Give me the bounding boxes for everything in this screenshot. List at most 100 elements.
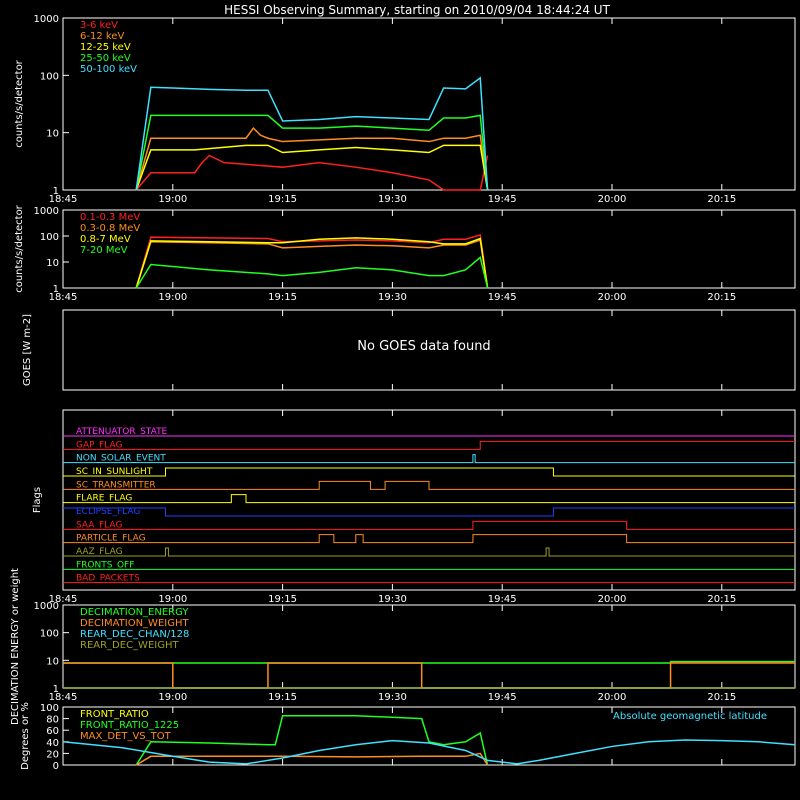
flag-label: SC_IN_SUNLIGHT <box>76 467 153 477</box>
x-tick-label: 19:00 <box>158 194 187 205</box>
y-tick-label: 40 <box>46 738 59 749</box>
panel-flags: Flags 18:45 19:00 19:15 19:30 19:45 20:00 20:15… <box>32 409 796 605</box>
y-tick-label: 1000 <box>34 601 59 612</box>
flag-line <box>63 480 795 490</box>
series-line <box>135 239 489 289</box>
series-line <box>135 114 489 191</box>
series-line <box>135 752 489 766</box>
flag-label: SAA_FLAG <box>76 520 122 530</box>
x-tick-label: 19:00 <box>158 292 187 303</box>
flag-line <box>63 440 795 450</box>
legend-entry: 6-12 keV <box>80 31 124 42</box>
x-tick-label: 18:45 <box>49 692 78 703</box>
series-line <box>135 126 489 191</box>
flag-line <box>63 494 795 504</box>
panel-goes: GOES [W m-2] <box>22 309 796 391</box>
flag-line <box>63 547 795 557</box>
series-line <box>135 154 489 191</box>
y-axis-label: DECIMATION ENERGY or weight <box>10 568 21 725</box>
flag-label: GAP_FLAG <box>76 440 122 450</box>
legend-entry: REAR_DEC_WEIGHT <box>80 640 179 651</box>
y-tick-label: 100 <box>40 232 59 243</box>
x-tick-label: 20:00 <box>598 594 627 605</box>
y-tick-label: 10 <box>46 656 59 667</box>
x-tick-label: 19:45 <box>488 594 517 605</box>
x-tick-label: 18:45 <box>49 194 78 205</box>
y-tick-label: 10 <box>46 258 59 269</box>
series-line <box>135 256 489 289</box>
x-tick-label: 19:15 <box>268 594 297 605</box>
y-tick-label: 10 <box>46 129 59 140</box>
goes-no-data-message: No GOES data found <box>357 339 490 354</box>
x-tick-label: 20:15 <box>707 594 736 605</box>
y-tick-label: 80 <box>46 715 59 726</box>
x-tick-label: 19:30 <box>378 194 407 205</box>
panel-count-rates: counts/s/detector 1 10 100 1000 18:45 19:00 19:… <box>14 14 796 205</box>
flag-label: FLARE_FLAG <box>76 494 132 504</box>
x-tick-label: 20:15 <box>707 692 736 703</box>
flag-label: ECLIPSE_FLAG <box>76 507 140 517</box>
legend-entry: 25-50 keV <box>80 53 131 64</box>
legend-entry: 50-100 keV <box>80 64 137 75</box>
y-tick-label: 1000 <box>34 206 59 217</box>
y-tick-label: 1 <box>53 186 59 197</box>
y-tick-label: 100 <box>40 71 59 82</box>
flag-label: NON_SOLAR_EVENT <box>76 454 166 464</box>
flag-label: SC_TRANSMITTER <box>76 480 156 490</box>
legend-entry: DECIMATION_WEIGHT <box>80 618 189 629</box>
legend-entry: 0.3-0.8 MeV <box>80 223 140 234</box>
series-line <box>135 237 489 289</box>
panel-frame <box>62 309 796 391</box>
series-line <box>135 714 489 766</box>
panel-decimation: DECIMATION ENERGY or weight 110100100018:… <box>10 568 796 725</box>
flag-line <box>63 454 795 464</box>
panel-high-energy-rates: counts/s/detector 1 10 100 1000 18:45 19:00 19:… <box>14 204 796 303</box>
legend-entry: FRONT_RATIO <box>80 709 149 720</box>
x-tick-label: 19:45 <box>488 194 517 205</box>
flag-line <box>63 507 795 517</box>
legend-entry: 0.8-7 MeV <box>80 234 131 245</box>
y-tick-label: 1 <box>53 684 59 695</box>
x-tick-label: 19:30 <box>378 692 407 703</box>
legend-entry: 7-20 MeV <box>80 245 128 256</box>
panel-frame <box>62 17 796 191</box>
x-tick-label: 19:15 <box>268 194 297 205</box>
x-tick-label: 19:00 <box>158 594 187 605</box>
flag-line <box>63 467 795 477</box>
flag-label: PARTICLE_FLAG <box>76 534 146 544</box>
x-tick-label: 20:15 <box>707 194 736 205</box>
legend-entry: 12-25 keV <box>80 42 131 53</box>
flag-label: AAZ_FLAG <box>76 547 123 557</box>
legend-entry: MAX_DET_VS_TOT <box>80 731 172 742</box>
flag-label: BAD_PACKETS <box>76 574 140 584</box>
y-tick-label: 1000 <box>34 14 59 25</box>
y-tick-label: 20 <box>46 749 59 760</box>
panel-frame <box>62 409 796 591</box>
x-tick-label: 18:45 <box>49 292 78 303</box>
figure-title: HESSI Observing Summary, starting on 201… <box>224 3 610 17</box>
y-tick-label: 1 <box>53 284 59 295</box>
series-line <box>135 233 489 289</box>
flag-label: FRONTS_OFF <box>76 560 134 570</box>
legend-entry: REAR_DEC_CHAN/128 <box>80 629 189 640</box>
y-axis-label: Degrees or % <box>20 702 31 770</box>
y-tick-label: 100 <box>40 703 59 714</box>
legend-entry: Absolute geomagnetic latitude <box>613 711 767 722</box>
x-tick-label: 20:00 <box>598 292 627 303</box>
flag-label: ATTENUATOR_STATE <box>76 427 168 437</box>
x-tick-label: 19:15 <box>268 692 297 703</box>
legend-entry: FRONT_RATIO_1225 <box>80 720 179 731</box>
x-tick-label: 18:45 <box>49 594 78 605</box>
series-line <box>135 144 489 191</box>
flag-line <box>63 534 795 544</box>
panel-frame <box>62 209 796 289</box>
legend-entry: 0.1-0.3 MeV <box>80 212 140 223</box>
legend-entry: 3-6 keV <box>80 20 118 31</box>
x-tick-label: 19:30 <box>378 594 407 605</box>
x-tick-label: 20:00 <box>598 692 627 703</box>
y-axis-label: counts/s/detector <box>14 204 25 292</box>
x-tick-label: 19:45 <box>488 292 517 303</box>
x-tick-label: 20:15 <box>707 292 736 303</box>
